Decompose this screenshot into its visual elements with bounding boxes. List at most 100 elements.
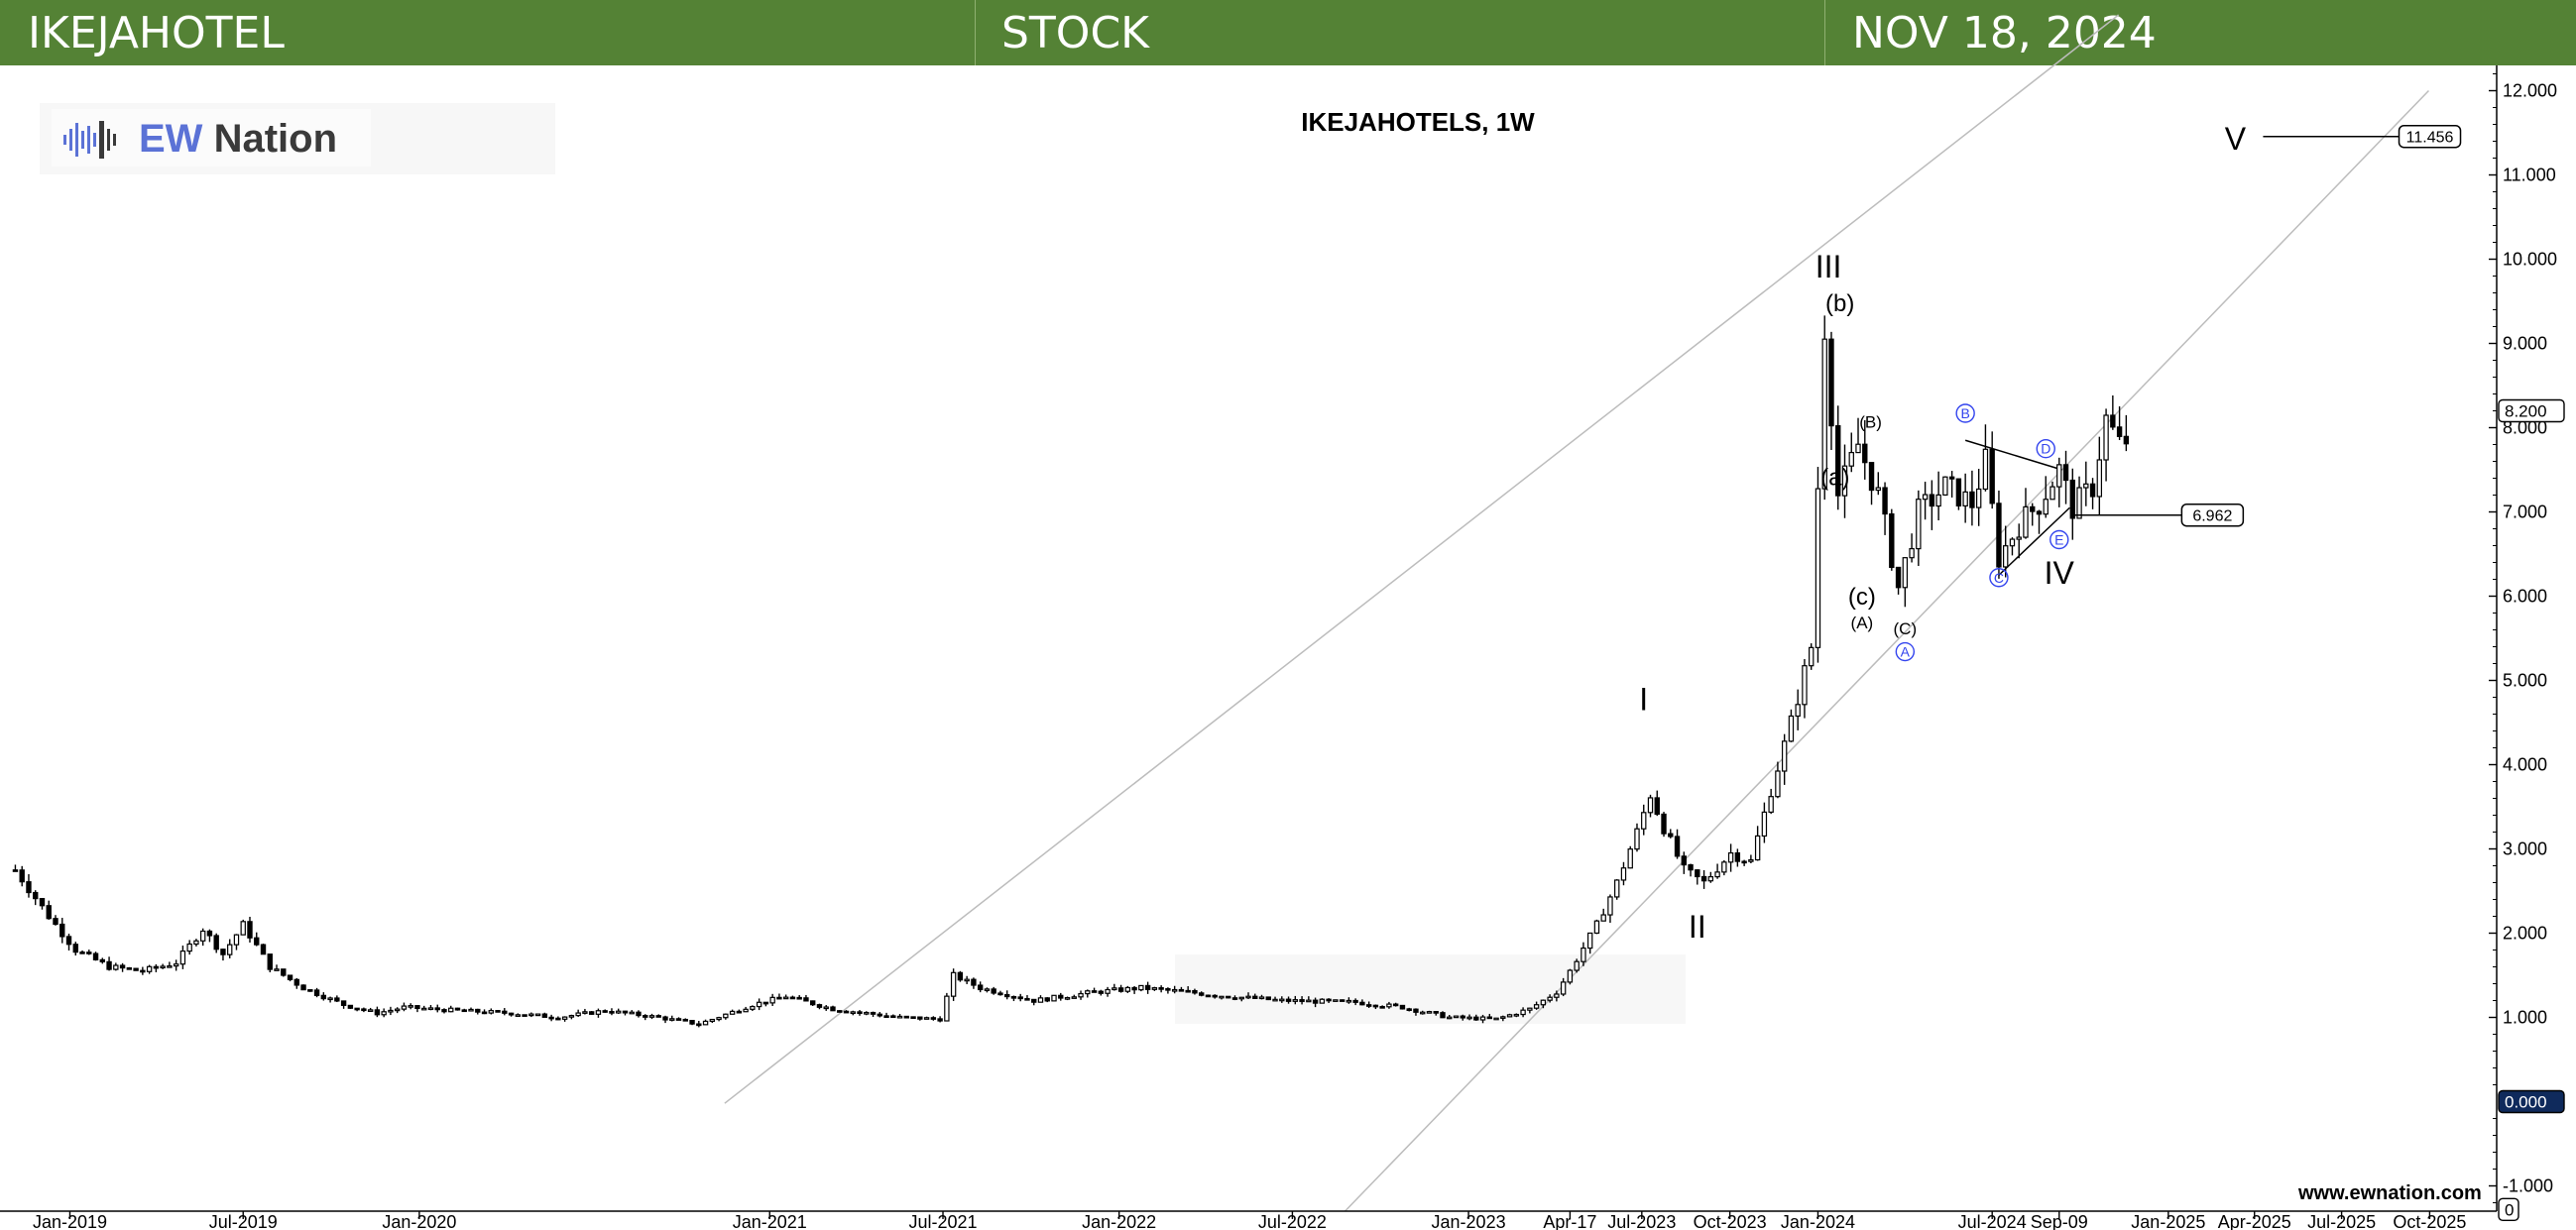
- candle-body: [837, 1010, 843, 1013]
- candle: [92, 951, 99, 961]
- candle: [1365, 1001, 1372, 1008]
- target-value: 11.456: [2406, 130, 2454, 147]
- time-tick-label: Sep-09: [2031, 1212, 2088, 1230]
- candle-body: [1809, 646, 1815, 667]
- candle-body: [367, 1009, 374, 1012]
- candle-body: [99, 958, 106, 962]
- candle-body: [1339, 999, 1346, 1002]
- candle-body: [260, 944, 267, 955]
- candle: [796, 994, 802, 1000]
- candle-body: [1071, 996, 1077, 999]
- candle-body: [1513, 1013, 1520, 1017]
- candle: [1010, 995, 1017, 1002]
- candle-body: [1567, 969, 1574, 983]
- candle-body: [401, 1005, 408, 1010]
- candle-body: [1312, 999, 1319, 1004]
- time-tick-label: Jul-2023: [1607, 1212, 1676, 1230]
- candle-body: [1707, 876, 1714, 882]
- candle-body: [441, 1009, 447, 1013]
- candle-body: [903, 1015, 910, 1019]
- candle: [461, 1008, 467, 1013]
- candle: [1346, 997, 1352, 1004]
- price-tick-label: 9.000: [2503, 334, 2547, 354]
- time-tick-label: Jan-2020: [382, 1212, 456, 1230]
- candle: [2056, 457, 2062, 507]
- candle: [977, 981, 984, 993]
- candle: [46, 900, 52, 920]
- candle-body: [1379, 1005, 1385, 1009]
- candle-body: [1466, 1016, 1472, 1020]
- candle: [2043, 476, 2049, 518]
- candle: [173, 959, 179, 971]
- wave-label: (C): [1894, 619, 1918, 638]
- candle: [723, 1013, 729, 1020]
- candle-body: [394, 1008, 401, 1012]
- target-tag: [2180, 503, 2245, 527]
- candle-body: [1848, 451, 1854, 467]
- target-box: 11.456: [2263, 124, 2462, 149]
- price-tick-label: 3.000: [2503, 839, 2547, 859]
- candle-body: [1346, 999, 1352, 1003]
- candle-body: [528, 1013, 534, 1017]
- candle-body: [1285, 998, 1292, 1002]
- candle-body: [374, 1009, 381, 1016]
- candle: [890, 1014, 896, 1019]
- candle: [307, 989, 313, 992]
- candle-body: [281, 968, 287, 976]
- candle-body: [1815, 488, 1821, 648]
- candle-body: [1252, 995, 1258, 999]
- candle-body: [1326, 998, 1332, 1002]
- candle-body: [320, 994, 327, 1000]
- candle-body: [1185, 989, 1191, 993]
- candle-body: [1929, 494, 1935, 507]
- candle-body: [160, 965, 166, 969]
- candle: [1272, 996, 1278, 1002]
- candle: [1051, 994, 1057, 1002]
- candle-body: [448, 1007, 454, 1013]
- candle: [86, 950, 92, 955]
- candle-body: [1714, 871, 1720, 878]
- candle-body: [1231, 997, 1238, 1000]
- candle-body: [1299, 999, 1305, 1003]
- candle: [1058, 992, 1064, 1001]
- candle-body: [1734, 851, 1741, 862]
- candle: [857, 1010, 863, 1016]
- candle-body: [133, 967, 139, 971]
- candle: [850, 1010, 856, 1016]
- wave-circle: [2049, 529, 2069, 550]
- candle: [65, 934, 72, 951]
- candle-body: [991, 988, 996, 994]
- candle: [1748, 854, 1754, 864]
- candle-body: [2062, 464, 2069, 482]
- candle-body: [293, 978, 299, 986]
- candle: [1238, 996, 1244, 1002]
- candle-body: [53, 918, 59, 926]
- candle: [227, 939, 233, 958]
- candle: [72, 942, 78, 956]
- candle: [689, 1020, 695, 1026]
- candle: [1473, 1014, 1479, 1021]
- candle-body: [1272, 998, 1278, 1002]
- candle-body: [1085, 990, 1091, 995]
- candle: [957, 970, 964, 982]
- candle: [1948, 471, 1955, 498]
- time-tick-label: Jan-2021: [733, 1212, 807, 1230]
- candle: [1802, 658, 1808, 719]
- candle-body: [1131, 986, 1137, 991]
- candle-body: [354, 1007, 360, 1011]
- candle-body: [890, 1015, 896, 1019]
- candle: [1661, 812, 1667, 838]
- candle: [388, 1006, 394, 1016]
- candle-body: [702, 1020, 709, 1026]
- candle: [1144, 981, 1151, 994]
- logo-nation: Nation: [213, 117, 337, 161]
- candle: [427, 1004, 434, 1011]
- candle: [1171, 985, 1178, 994]
- time-tick-label: Jan-2023: [1432, 1212, 1506, 1230]
- candle-body: [1909, 548, 1915, 559]
- candle: [502, 1008, 508, 1016]
- candle: [1942, 476, 1948, 497]
- price-axis: 12.000 11.000 10.000 9.000 8.000 7.000 6.000 5.…: [2489, 65, 2565, 1222]
- candle: [53, 915, 59, 926]
- candle-body: [950, 971, 957, 997]
